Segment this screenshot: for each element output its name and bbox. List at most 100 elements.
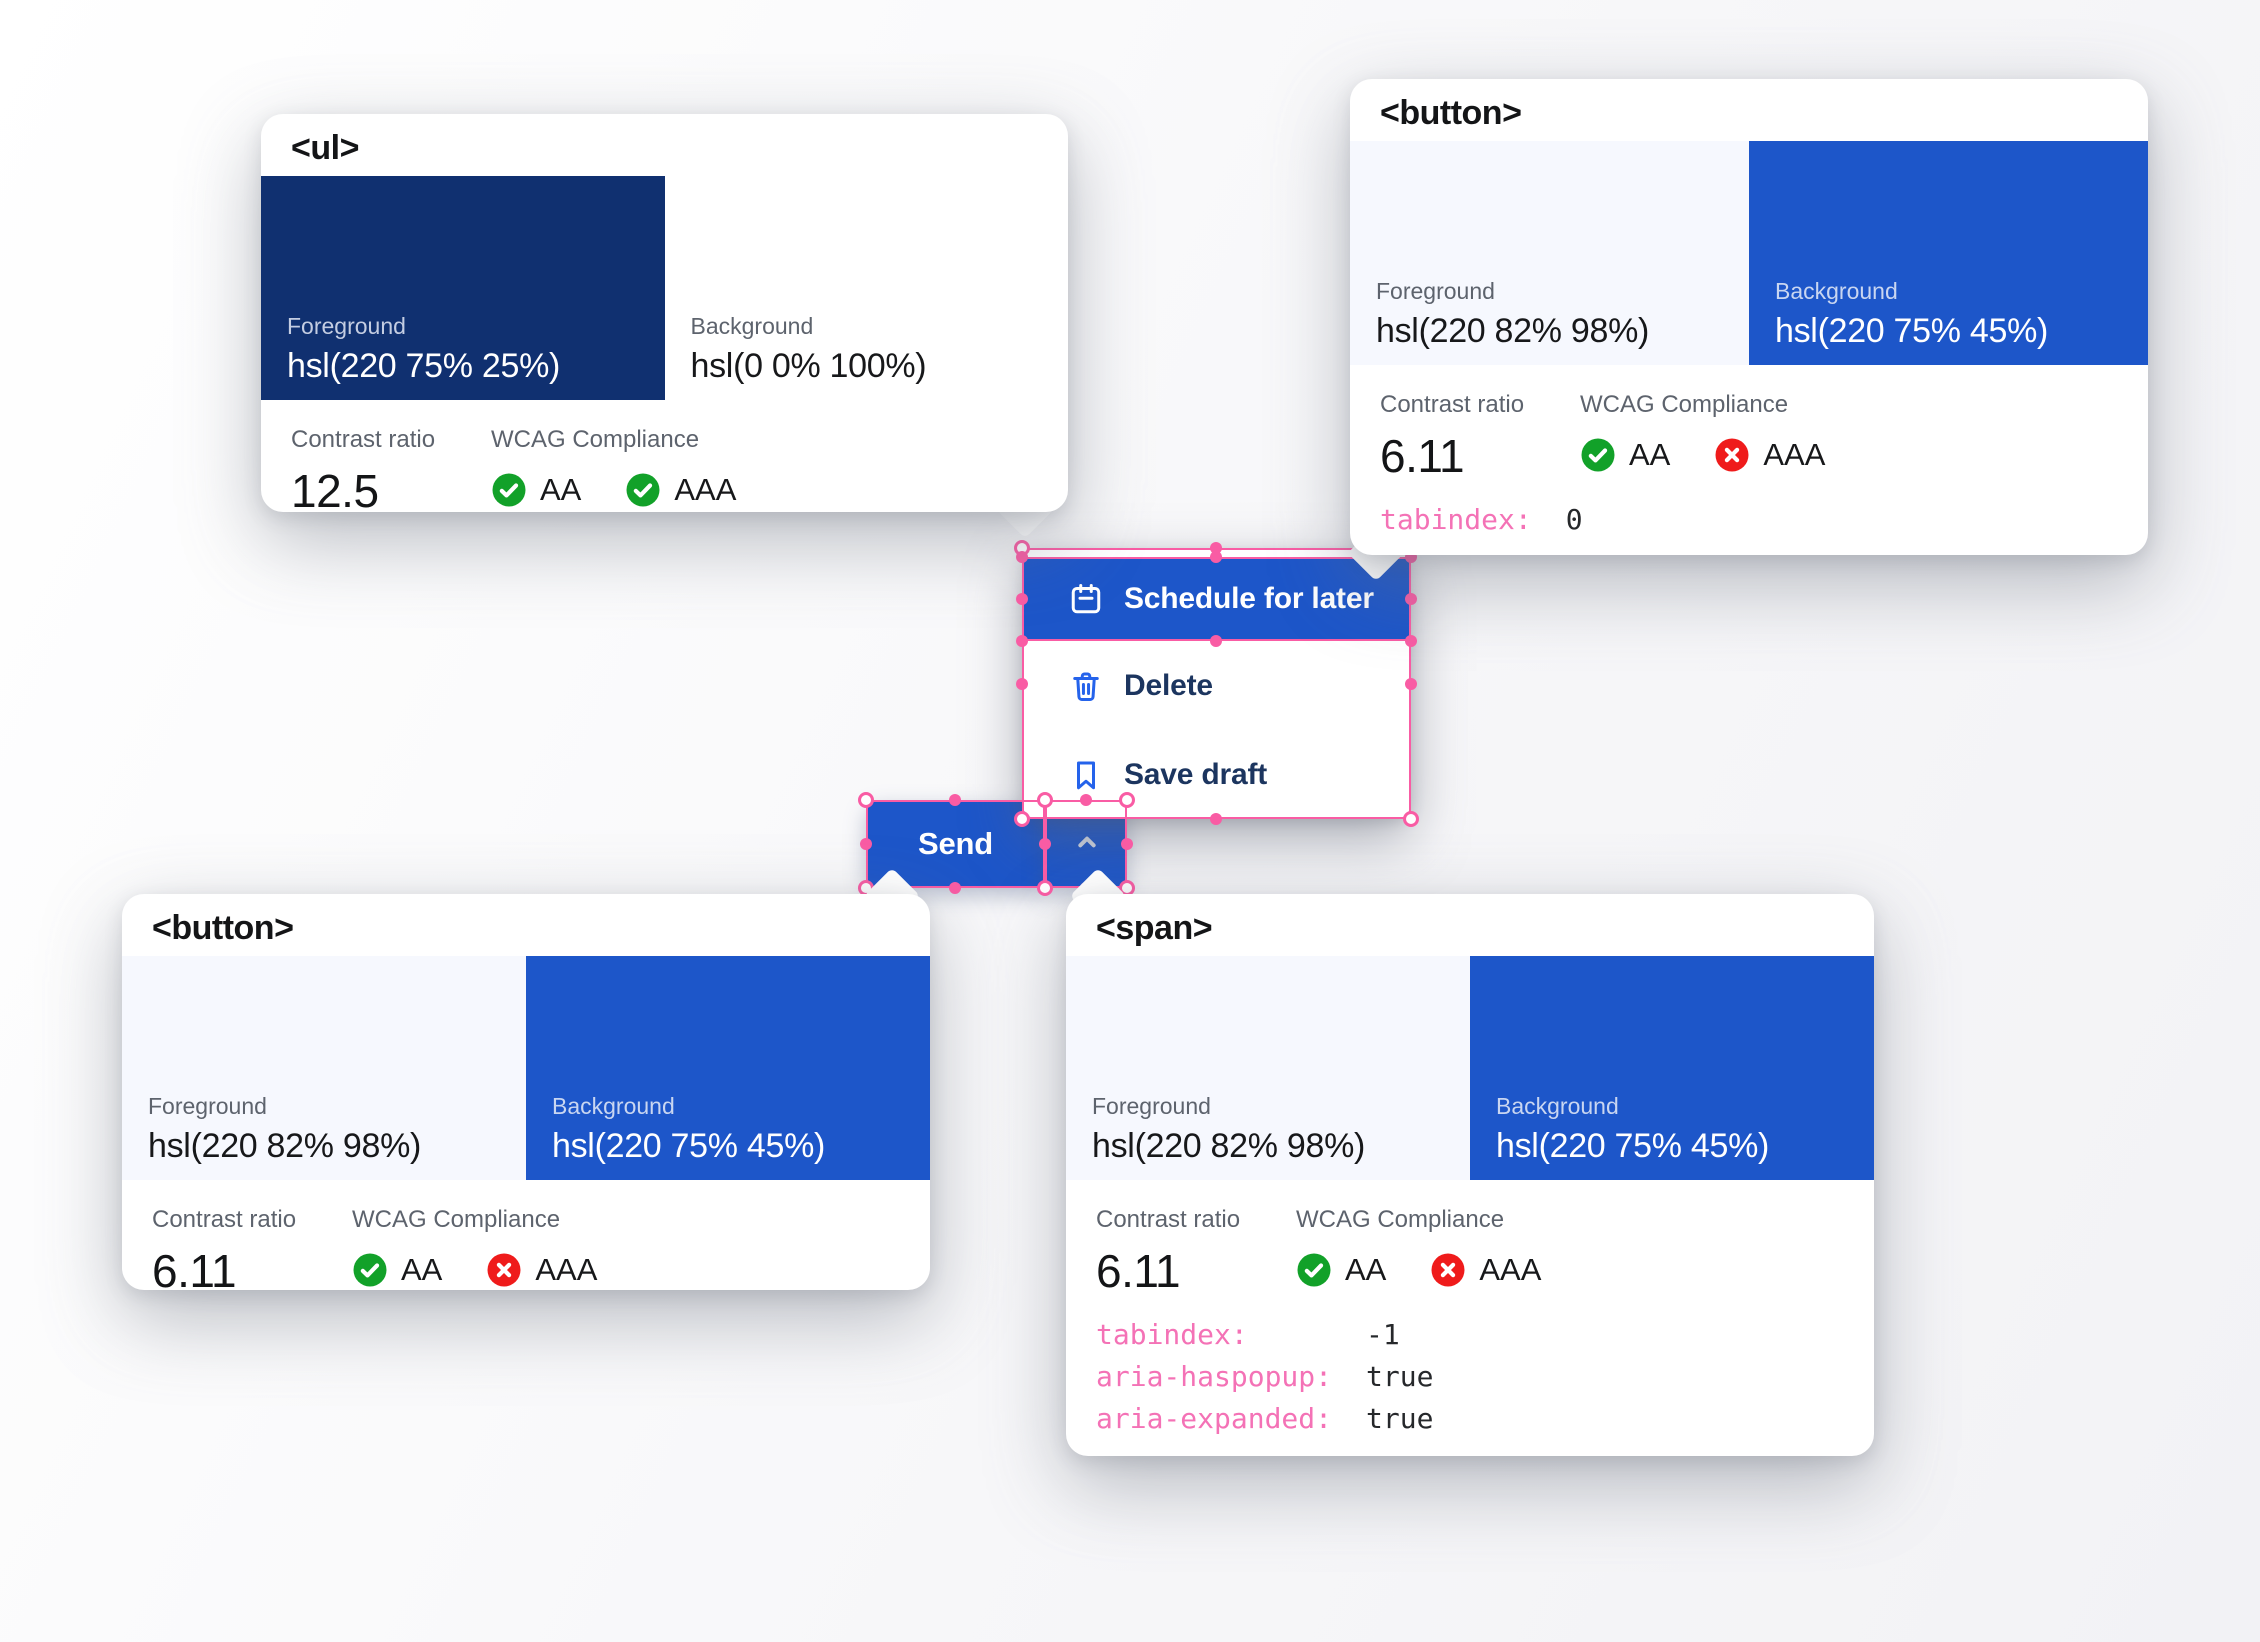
menu-item-save-draft[interactable]: Save draft bbox=[1022, 730, 1411, 819]
send-options-menu: Schedule for later Delete Save draft bbox=[1022, 548, 1411, 819]
foreground-label: Foreground bbox=[287, 313, 406, 339]
foreground-value: hsl(220 82% 98%) bbox=[1376, 312, 1650, 350]
attribute-value: true bbox=[1366, 1402, 1434, 1435]
foreground-value: hsl(220 82% 98%) bbox=[148, 1127, 422, 1165]
contrast-value: 12.5 bbox=[291, 465, 379, 512]
attribute-name: tabindex: bbox=[1096, 1318, 1248, 1351]
foreground-swatch: Foreground hsl(220 82% 98%) bbox=[1350, 141, 1749, 365]
element-tag: <span> bbox=[1096, 908, 1213, 947]
wcag-block: WCAG Compliance AA AAA bbox=[1296, 1206, 1844, 1298]
background-label: Background bbox=[1775, 278, 1898, 304]
menu-item-label: Delete bbox=[1124, 668, 1213, 702]
wcag-aa-label: AA bbox=[401, 1252, 443, 1287]
wcag-aa-label: AA bbox=[540, 472, 582, 507]
check-circle-icon bbox=[352, 1252, 388, 1288]
element-tag: <button> bbox=[1380, 93, 1522, 132]
wcag-label: WCAG Compliance bbox=[1296, 1206, 1505, 1233]
wcag-aaa-badge: AAA bbox=[486, 1252, 597, 1288]
wcag-aa-label: AA bbox=[1629, 437, 1671, 472]
contrast-label: Contrast ratio bbox=[152, 1206, 297, 1233]
attribute-value: -1 bbox=[1366, 1318, 1400, 1351]
wcag-aa-badge: AA bbox=[491, 472, 581, 508]
x-circle-icon bbox=[1714, 437, 1750, 473]
wcag-aaa-label: AAA bbox=[1763, 437, 1826, 472]
check-circle-icon bbox=[625, 472, 661, 508]
element-tag: <button> bbox=[152, 908, 294, 947]
foreground-label: Foreground bbox=[148, 1093, 267, 1119]
bookmark-icon bbox=[1068, 757, 1104, 793]
check-circle-icon bbox=[1296, 1252, 1332, 1288]
wcag-block: WCAG Compliance AA AAA bbox=[491, 426, 1038, 512]
check-circle-icon bbox=[1580, 437, 1616, 473]
wcag-aaa-label: AAA bbox=[535, 1252, 598, 1287]
a11y-tooltip-ul: <ul> Foreground hsl(220 75% 25%) Backgro… bbox=[261, 114, 1068, 512]
menu-item-label: Save draft bbox=[1124, 757, 1268, 791]
calendar-icon bbox=[1068, 581, 1104, 617]
contrast-value: 6.11 bbox=[152, 1245, 237, 1290]
contrast-block: Contrast ratio 6.11 bbox=[152, 1206, 352, 1290]
color-swatches: Foreground hsl(220 75% 25%) Background h… bbox=[261, 176, 1068, 400]
x-circle-icon bbox=[1430, 1252, 1466, 1288]
foreground-swatch: Foreground hsl(220 75% 25%) bbox=[261, 176, 665, 400]
background-value: hsl(220 75% 45%) bbox=[1496, 1127, 1770, 1165]
background-swatch: Background hsl(220 75% 45%) bbox=[1470, 956, 1874, 1180]
color-swatches: Foreground hsl(220 82% 98%) Background h… bbox=[122, 956, 930, 1180]
wcag-aaa-label: AAA bbox=[1479, 1252, 1542, 1287]
background-value: hsl(0 0% 100%) bbox=[690, 347, 927, 385]
wcag-aaa-badge: AAA bbox=[625, 472, 736, 508]
foreground-label: Foreground bbox=[1376, 278, 1495, 304]
wcag-aa-badge: AA bbox=[1296, 1252, 1386, 1288]
wcag-label: WCAG Compliance bbox=[491, 426, 700, 453]
attribute-name: aria-expanded: bbox=[1096, 1402, 1333, 1435]
send-button-label: Send bbox=[918, 826, 993, 861]
wcag-aa-badge: AA bbox=[352, 1252, 442, 1288]
background-label: Background bbox=[552, 1093, 675, 1119]
color-swatches: Foreground hsl(220 82% 98%) Background h… bbox=[1350, 141, 2148, 365]
background-value: hsl(220 75% 45%) bbox=[1775, 312, 2049, 350]
attribute-name: aria-haspopup: bbox=[1096, 1360, 1333, 1393]
background-value: hsl(220 75% 45%) bbox=[552, 1127, 826, 1165]
foreground-swatch: Foreground hsl(220 82% 98%) bbox=[122, 956, 526, 1180]
background-label: Background bbox=[1496, 1093, 1619, 1119]
background-swatch: Background hsl(0 0% 100%) bbox=[664, 176, 1068, 400]
background-label: Background bbox=[690, 313, 814, 339]
menu-item-delete[interactable]: Delete bbox=[1022, 641, 1411, 730]
a11y-tooltip-span: <span> Foreground hsl(220 82% 98%) Backg… bbox=[1066, 894, 1874, 1456]
wcag-aaa-badge: AAA bbox=[1714, 437, 1825, 473]
attribute-value: true bbox=[1366, 1360, 1434, 1393]
foreground-label: Foreground bbox=[1092, 1093, 1211, 1119]
aria-attributes: tabindex: -1 aria-haspopup: true aria-ex… bbox=[1066, 1314, 1874, 1456]
color-swatches: Foreground hsl(220 82% 98%) Background h… bbox=[1066, 956, 1874, 1180]
wcag-aa-label: AA bbox=[1345, 1252, 1387, 1287]
background-swatch: Background hsl(220 75% 45%) bbox=[526, 956, 930, 1180]
check-circle-icon bbox=[491, 472, 527, 508]
aria-attributes: tabindex: 0 bbox=[1350, 499, 2148, 555]
contrast-block: Contrast ratio 12.5 bbox=[291, 426, 491, 512]
background-swatch: Background hsl(220 75% 45%) bbox=[1749, 141, 2148, 365]
a11y-tooltip-button-top: <button> Foreground hsl(220 82% 98%) Bac… bbox=[1350, 79, 2148, 555]
attribute-value: 0 bbox=[1565, 503, 1583, 536]
contrast-value: 6.11 bbox=[1096, 1245, 1181, 1297]
a11y-tooltip-button-bottom: <button> Foreground hsl(220 82% 98%) Bac… bbox=[122, 894, 930, 1290]
foreground-swatch: Foreground hsl(220 82% 98%) bbox=[1066, 956, 1470, 1180]
wcag-block: WCAG Compliance AA AAA bbox=[352, 1206, 900, 1290]
contrast-label: Contrast ratio bbox=[1380, 391, 1525, 418]
menu-item-label: Schedule for later bbox=[1124, 582, 1374, 615]
contrast-label: Contrast ratio bbox=[1096, 1206, 1241, 1233]
foreground-value: hsl(220 75% 25%) bbox=[287, 347, 561, 385]
contrast-block: Contrast ratio 6.11 bbox=[1380, 391, 1580, 483]
wcag-aaa-label: AAA bbox=[674, 472, 737, 507]
contrast-block: Contrast ratio 6.11 bbox=[1096, 1206, 1296, 1298]
contrast-label: Contrast ratio bbox=[291, 426, 436, 453]
wcag-label: WCAG Compliance bbox=[352, 1206, 561, 1233]
wcag-aaa-badge: AAA bbox=[1430, 1252, 1541, 1288]
contrast-value: 6.11 bbox=[1380, 430, 1465, 482]
foreground-value: hsl(220 82% 98%) bbox=[1092, 1127, 1366, 1165]
attribute-name: tabindex: bbox=[1380, 503, 1532, 536]
wcag-aa-badge: AA bbox=[1580, 437, 1670, 473]
wcag-block: WCAG Compliance AA AAA bbox=[1580, 391, 2118, 483]
x-circle-icon bbox=[486, 1252, 522, 1288]
menu-item-schedule-for-later[interactable]: Schedule for later bbox=[1022, 557, 1411, 641]
wcag-label: WCAG Compliance bbox=[1580, 391, 1789, 418]
